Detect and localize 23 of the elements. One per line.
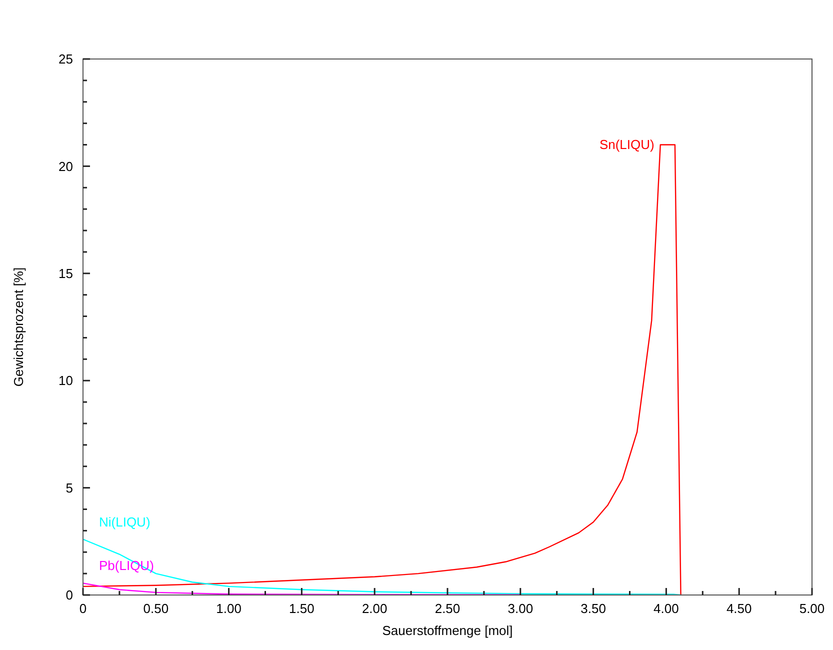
y-tick-label: 10 [58,373,73,388]
x-tick-label: 3.50 [580,601,606,616]
y-tick-label: 25 [58,52,73,67]
series-label: Ni(LIQU) [99,514,150,530]
x-axis-title: Sauerstoffmenge [mol] [382,623,513,638]
x-tick-label: 0.50 [143,601,169,616]
x-tick-label: 1.50 [289,601,314,616]
x-tick-label: 2.00 [362,601,388,616]
x-tick-label: 1.00 [216,601,242,616]
y-tick-label: 0 [66,588,73,603]
x-tick-label: 4.00 [654,601,679,616]
x-tick-label: 0 [79,601,87,616]
x-tick-label: 4.50 [726,601,752,616]
y-tick-label: 15 [58,266,73,281]
series-label: Sn(LIQU) [599,136,654,152]
x-tick-label: 5.00 [799,601,825,616]
x-tick-label: 2.50 [434,601,460,616]
y-tick-label: 20 [58,158,73,174]
y-tick-label: 5 [66,480,73,496]
x-tick-label: 3.00 [508,601,534,616]
y-axis-title: Gewichtsprozent [%] [11,267,26,387]
line-series [82,582,521,596]
line-series [82,538,682,596]
